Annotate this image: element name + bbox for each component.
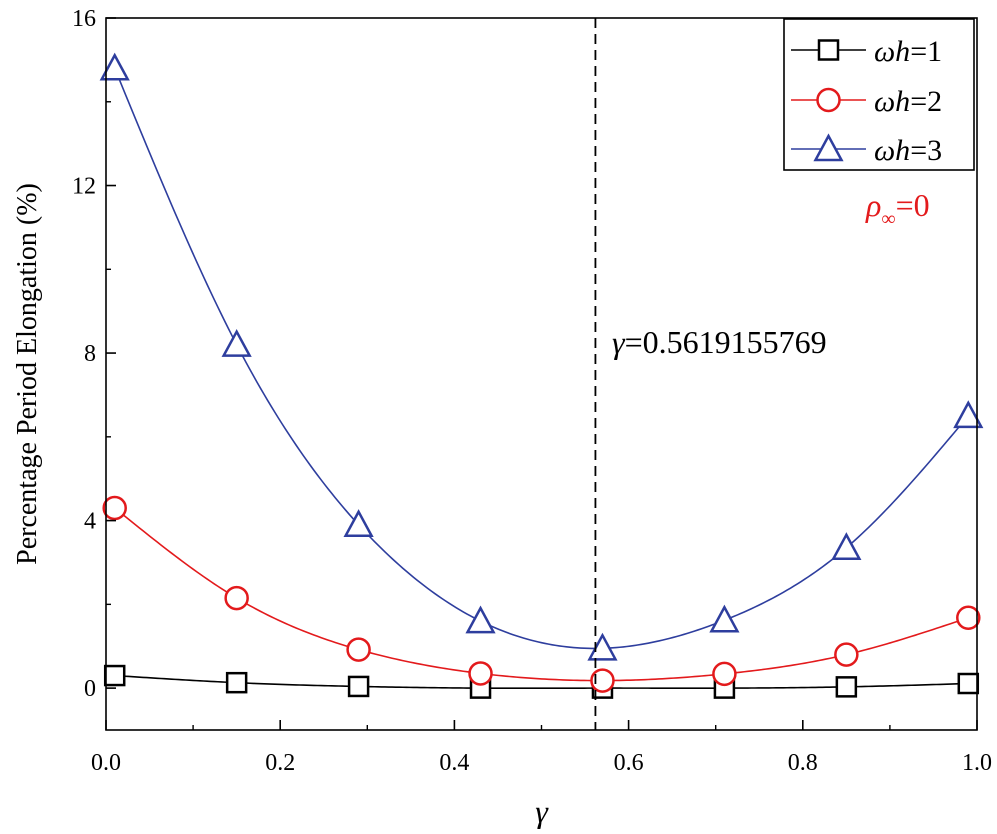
series-3-point	[343, 509, 374, 538]
series-1-point	[957, 672, 980, 695]
series-2-point	[346, 637, 371, 662]
series-2-point	[712, 661, 737, 687]
series-1-point	[103, 664, 126, 687]
annotations: γ=0.5619155769 ρ∞=0	[594, 18, 930, 730]
legend-marker-3	[813, 133, 844, 162]
y-tick-label: 8	[84, 341, 96, 367]
legend-box	[783, 18, 975, 171]
x-tick-label: 1.0	[962, 750, 992, 776]
series-1-point	[225, 671, 248, 694]
y-tick-label: 0	[84, 676, 96, 702]
legend-label-1: ωh=1	[874, 35, 942, 68]
series-line-1	[114, 674, 969, 690]
legend-label-2: ωh=2	[874, 85, 942, 118]
series-3-point	[953, 400, 984, 429]
series-3-point	[99, 52, 130, 81]
legend: ωh=1 ωh=2 ωh=3	[783, 18, 975, 171]
series-3-point	[465, 605, 496, 634]
legend-label-3: ωh=3	[874, 134, 942, 167]
series-1-point	[347, 675, 370, 698]
series-3-point	[221, 329, 252, 357]
y-tick-label: 16	[72, 6, 96, 32]
x-tick-label: 0.8	[788, 750, 818, 776]
x-axis-title: γ	[535, 793, 549, 829]
rho-infinity-label: ρ∞=0	[865, 187, 930, 230]
x-tick-label: 0.6	[614, 750, 644, 776]
optimal-gamma-label: γ=0.5619155769	[612, 324, 827, 360]
series-2-point	[224, 585, 249, 611]
x-tick-label: 0.0	[91, 750, 121, 776]
series-2-point	[834, 642, 859, 667]
x-tick-label: 0.4	[439, 750, 469, 776]
series-3-point	[709, 604, 740, 633]
legend-marker-1	[817, 39, 840, 61]
legend-marker-2	[816, 87, 841, 113]
y-axis-title: Percentage Period Elongation (%)	[12, 183, 43, 565]
axes: 0.0 0.2 0.4 0.6 0.8 1.0 0 4 8 12 16 γ Percentage Per…	[12, 6, 992, 829]
series-line-2	[114, 507, 969, 682]
series-2-point	[468, 661, 493, 686]
x-tick-label: 0.2	[265, 750, 295, 776]
y-tick-label: 4	[84, 509, 96, 535]
series-line-3	[113, 67, 969, 650]
y-tick-label: 12	[72, 174, 96, 200]
series-2-point	[956, 605, 981, 631]
series-3-point	[831, 532, 862, 561]
series-1-point	[835, 676, 858, 698]
series-2-point	[102, 495, 127, 521]
series-2-point	[590, 668, 615, 693]
